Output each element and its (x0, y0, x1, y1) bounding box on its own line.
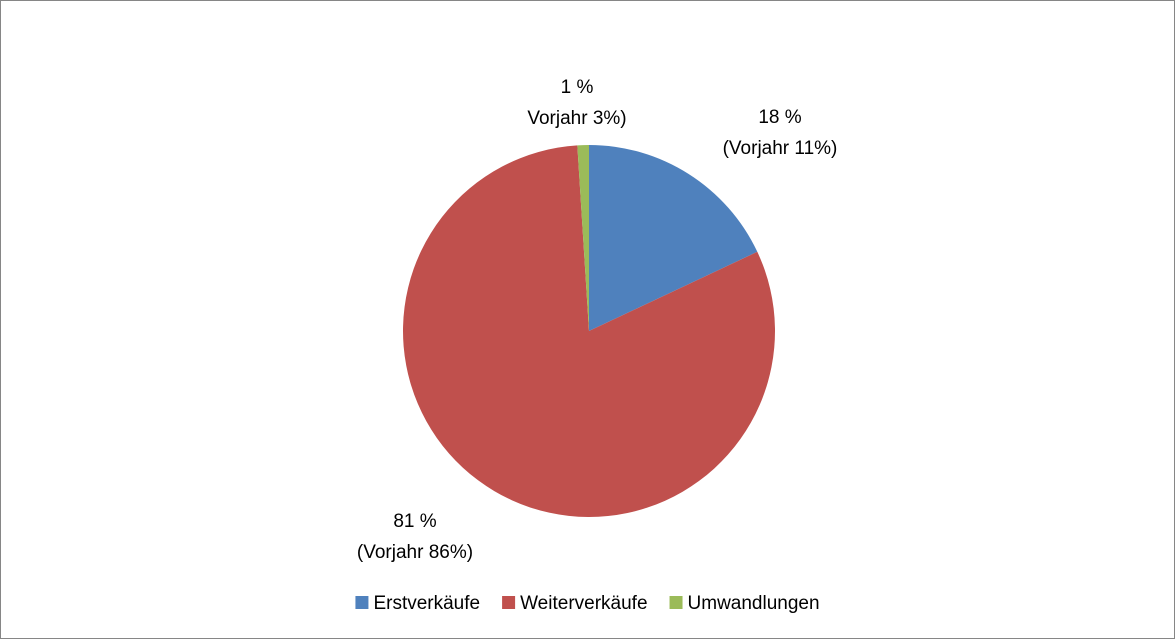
pie-slice (403, 145, 775, 517)
legend-label: Umwandlungen (688, 593, 820, 614)
pie-slice (589, 145, 758, 331)
data-label: 1 % (561, 77, 594, 98)
data-label-previous: (Vorjahr 86%) (357, 542, 473, 563)
legend-swatch (669, 596, 683, 609)
legend-label: Erstverkäufe (373, 593, 480, 614)
pie-slice (577, 145, 589, 331)
legend-swatch (502, 596, 516, 609)
data-label: 18 % (758, 107, 801, 128)
data-label-previous: Vorjahr 3%) (527, 108, 626, 129)
legend-label: Weiterverkäufe (520, 593, 647, 614)
data-label: 81 % (393, 511, 436, 532)
legend-swatch (355, 596, 369, 609)
data-label-previous: (Vorjahr 11%) (723, 138, 838, 159)
